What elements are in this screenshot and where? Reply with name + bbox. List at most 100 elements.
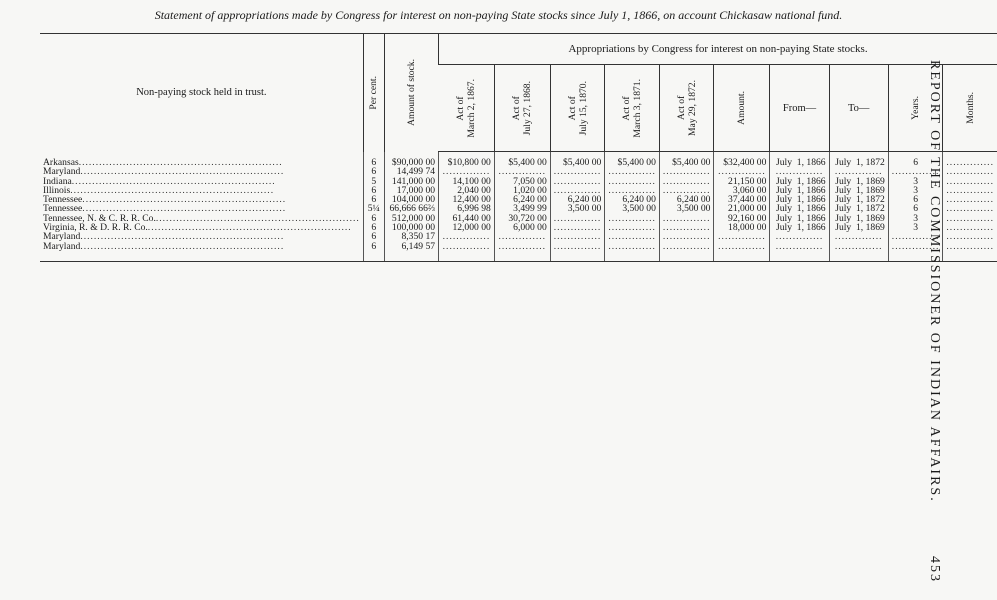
- cell-from: July 1, 1866: [769, 195, 830, 205]
- cell-to: ..............: [828, 241, 889, 262]
- cell-act-1868: ..............: [493, 167, 551, 177]
- cell-amount-of-stock: 17,000 00: [383, 185, 439, 196]
- running-header: REPORT OF THE COMMISSIONER OF INDIAN AFF…: [926, 60, 942, 583]
- table-row: Tennessee, N. & C. R. R. Co.............…: [40, 213, 997, 224]
- cell-stock: Indiana.................................…: [40, 177, 363, 186]
- cell-from: July 1, 1866: [769, 223, 830, 233]
- cell-amount-of-stock: 104,000 00: [383, 195, 439, 205]
- cell-from: ..............: [769, 241, 830, 262]
- header-amount-of-stock: Amount of stock.: [383, 33, 439, 152]
- cell-act-1871: 3,500 00: [604, 204, 660, 214]
- cell-act-1867: $10,800 00: [438, 151, 495, 168]
- cell-act-1872: $5,400 00: [658, 151, 714, 168]
- cell-amount-of-stock: $90,000 00: [383, 151, 439, 168]
- cell-act-1872: ..............: [658, 185, 714, 196]
- cell-to: July 1, 1869: [828, 176, 889, 186]
- cell-years: 3: [887, 185, 943, 196]
- cell-act-1867: 61,440 00: [438, 213, 495, 224]
- stock-name: Maryland: [43, 241, 81, 252]
- header-months: Months.: [942, 64, 997, 152]
- cell-act-1872: 6,240 00: [658, 195, 714, 205]
- cell-act-1870: ..............: [549, 167, 605, 177]
- cell-amount: 21,150 00: [713, 176, 770, 186]
- cell-to: July 1, 1869: [828, 223, 889, 233]
- cell-amount-of-stock: 66,666 66⅔: [383, 204, 439, 214]
- cell-from: ..............: [769, 167, 830, 177]
- cell-act-1867: ..............: [438, 241, 495, 262]
- cell-per-cent: 6: [362, 241, 385, 262]
- cell-act-1870: ..............: [549, 185, 605, 196]
- cell-months: ..............: [942, 167, 997, 177]
- header-years: Years.: [887, 64, 943, 152]
- cell-per-cent: 6: [362, 195, 385, 205]
- cell-stock: Maryland................................…: [40, 167, 363, 176]
- cell-years: 3: [887, 213, 943, 224]
- cell-from: July 1, 1866: [769, 151, 830, 168]
- page-number: 453: [927, 556, 942, 584]
- running-header-text: REPORT OF THE COMMISSIONER OF INDIAN AFF…: [927, 60, 942, 503]
- table-row: Tennessee...............................…: [40, 204, 997, 214]
- cell-act-1870: ..............: [549, 213, 605, 224]
- header-stock: Non-paying stock held in trust.: [40, 33, 364, 152]
- cell-act-1872: ..............: [658, 223, 714, 233]
- cell-amount: 92,160 00: [713, 213, 770, 224]
- cell-amount: $32,400 00: [713, 151, 770, 168]
- cell-amount: 37,440 00: [713, 195, 770, 205]
- cell-months: ..............: [942, 223, 997, 233]
- leader-dots: ........................................…: [80, 241, 285, 252]
- cell-to: July 1, 1872: [828, 195, 889, 205]
- cell-amount-of-stock: 6,149 57: [383, 241, 439, 262]
- cell-stock: Arkansas................................…: [40, 152, 363, 168]
- cell-years: 3: [887, 176, 943, 186]
- cell-act-1870: 6,240 00: [549, 195, 605, 205]
- cell-act-1867: ..............: [438, 167, 495, 177]
- leader-dots: ........................................…: [71, 176, 276, 186]
- cell-from: July 1, 1866: [769, 213, 830, 224]
- cell-to: July 1, 1869: [828, 185, 889, 196]
- cell-months: ..............: [942, 241, 997, 262]
- cell-stock: Tennessee...............................…: [40, 204, 363, 213]
- cell-act-1867: 12,000 00: [438, 223, 495, 233]
- cell-act-1868: $5,400 00: [493, 151, 551, 168]
- cell-per-cent: 5¼: [362, 204, 385, 214]
- stock-name: Tennessee: [43, 195, 83, 205]
- cell-years: 3: [887, 223, 943, 233]
- header-from: From—: [769, 64, 830, 152]
- stock-name: Virginia, R. & D. R. R. Co.: [43, 223, 148, 233]
- cell-per-cent: 6: [362, 167, 385, 177]
- cell-act-1872: ..............: [658, 213, 714, 224]
- cell-to: ..............: [828, 232, 889, 242]
- cell-to: ..............: [828, 167, 889, 177]
- cell-amount: 3,060 00: [713, 185, 770, 196]
- leader-dots: ........................................…: [70, 185, 275, 196]
- cell-act-1870: $5,400 00: [549, 151, 605, 168]
- stock-name: Maryland: [43, 232, 81, 242]
- cell-act-1867: 6,996 98: [438, 204, 495, 214]
- cell-act-1868: 6,000 00: [493, 223, 551, 233]
- table-row: Arkansas................................…: [40, 151, 997, 168]
- cell-act-1868: 7,050 00: [493, 176, 551, 186]
- header-to: To—: [828, 64, 889, 152]
- leader-dots: ........................................…: [155, 213, 360, 224]
- cell-act-1868: ..............: [493, 232, 551, 242]
- cell-act-1868: ..............: [493, 241, 551, 262]
- cell-act-1872: ..............: [658, 232, 714, 242]
- cell-act-1868: 30,720 00: [493, 213, 551, 224]
- cell-amount-of-stock: 8,350 17: [383, 232, 439, 242]
- cell-act-1870: ..............: [549, 223, 605, 233]
- cell-act-1867: 14,100 00: [438, 176, 495, 186]
- cell-amount: 18,000 00: [713, 223, 770, 233]
- cell-stock: Virginia, R. & D. R. R. Co..............…: [40, 223, 363, 232]
- cell-amount: ..............: [713, 241, 770, 262]
- table-row: Maryland................................…: [40, 241, 997, 262]
- cell-stock: Maryland................................…: [40, 232, 363, 241]
- table-row: Tennessee...............................…: [40, 195, 997, 205]
- cell-years: 6: [887, 195, 943, 205]
- cell-years: 6: [887, 151, 943, 168]
- stock-name: Tennessee, N. & C. R. R. Co.: [43, 213, 156, 224]
- cell-act-1871: ..............: [604, 185, 660, 196]
- appropriations-table: Non-paying stock held in trust. Per cent…: [40, 33, 997, 262]
- header-act-1871: Act of March 3, 1871.: [604, 64, 660, 152]
- leader-dots: ........................................…: [82, 195, 287, 205]
